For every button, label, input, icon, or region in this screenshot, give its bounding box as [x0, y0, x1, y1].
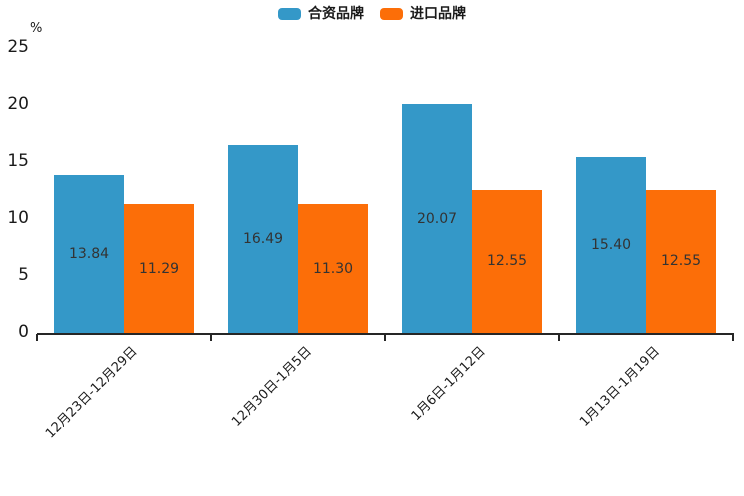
bar-value-label: 11.30 [312, 260, 354, 277]
y-tick-label: 25 [7, 37, 29, 58]
legend-swatch-orange [380, 8, 403, 20]
x-axis-label: 1月6日-1月12日 [408, 344, 489, 424]
legend-swatch-blue [278, 8, 301, 20]
bar-value-label: 16.49 [242, 231, 284, 247]
bar-value-label: 13.84 [68, 246, 110, 263]
x-axis-tick [558, 334, 560, 341]
bar-s0-g2 [402, 104, 472, 333]
bar-s0-g1 [228, 145, 298, 333]
legend-item-series-1: 进口品牌 [380, 7, 466, 21]
x-axis-tick [732, 334, 734, 341]
legend-label-series-0: 合资品牌 [308, 6, 364, 22]
y-tick-label: 15 [7, 151, 29, 172]
legend-item-series-0: 合资品牌 [278, 7, 364, 21]
x-axis-label: 12月23日-12月29日 [43, 344, 141, 442]
x-axis-tick [36, 334, 38, 341]
bar-s0-g0 [54, 175, 124, 333]
bar-s1-g1 [298, 204, 368, 333]
bar-s0-g3 [576, 157, 646, 333]
bar-value-label: 11.29 [138, 260, 180, 277]
y-axis-unit-label: % [30, 21, 43, 36]
bar-value-label: 15.40 [590, 237, 632, 254]
y-tick-label: 10 [7, 208, 29, 229]
y-tick-label: 0 [18, 322, 29, 343]
bar-value-label: 12.55 [486, 253, 528, 270]
bar-s1-g3 [646, 189, 716, 333]
x-axis-tick [210, 334, 212, 341]
x-axis-label: 12月30日-1月5日 [228, 344, 315, 430]
bar-s1-g0 [124, 204, 194, 333]
x-axis-tick [384, 334, 386, 341]
x-axis-label: 1月13日-1月19日 [576, 344, 663, 430]
bar-value-label: 20.07 [416, 210, 458, 227]
legend-label-series-1: 进口品牌 [410, 6, 466, 22]
chart-legend: 合资品牌 进口品牌 [0, 7, 744, 21]
y-tick-label: 20 [7, 94, 29, 115]
y-tick-label: 5 [18, 265, 29, 286]
bar-value-label: 12.55 [660, 253, 702, 270]
bar-s1-g2 [472, 189, 542, 333]
